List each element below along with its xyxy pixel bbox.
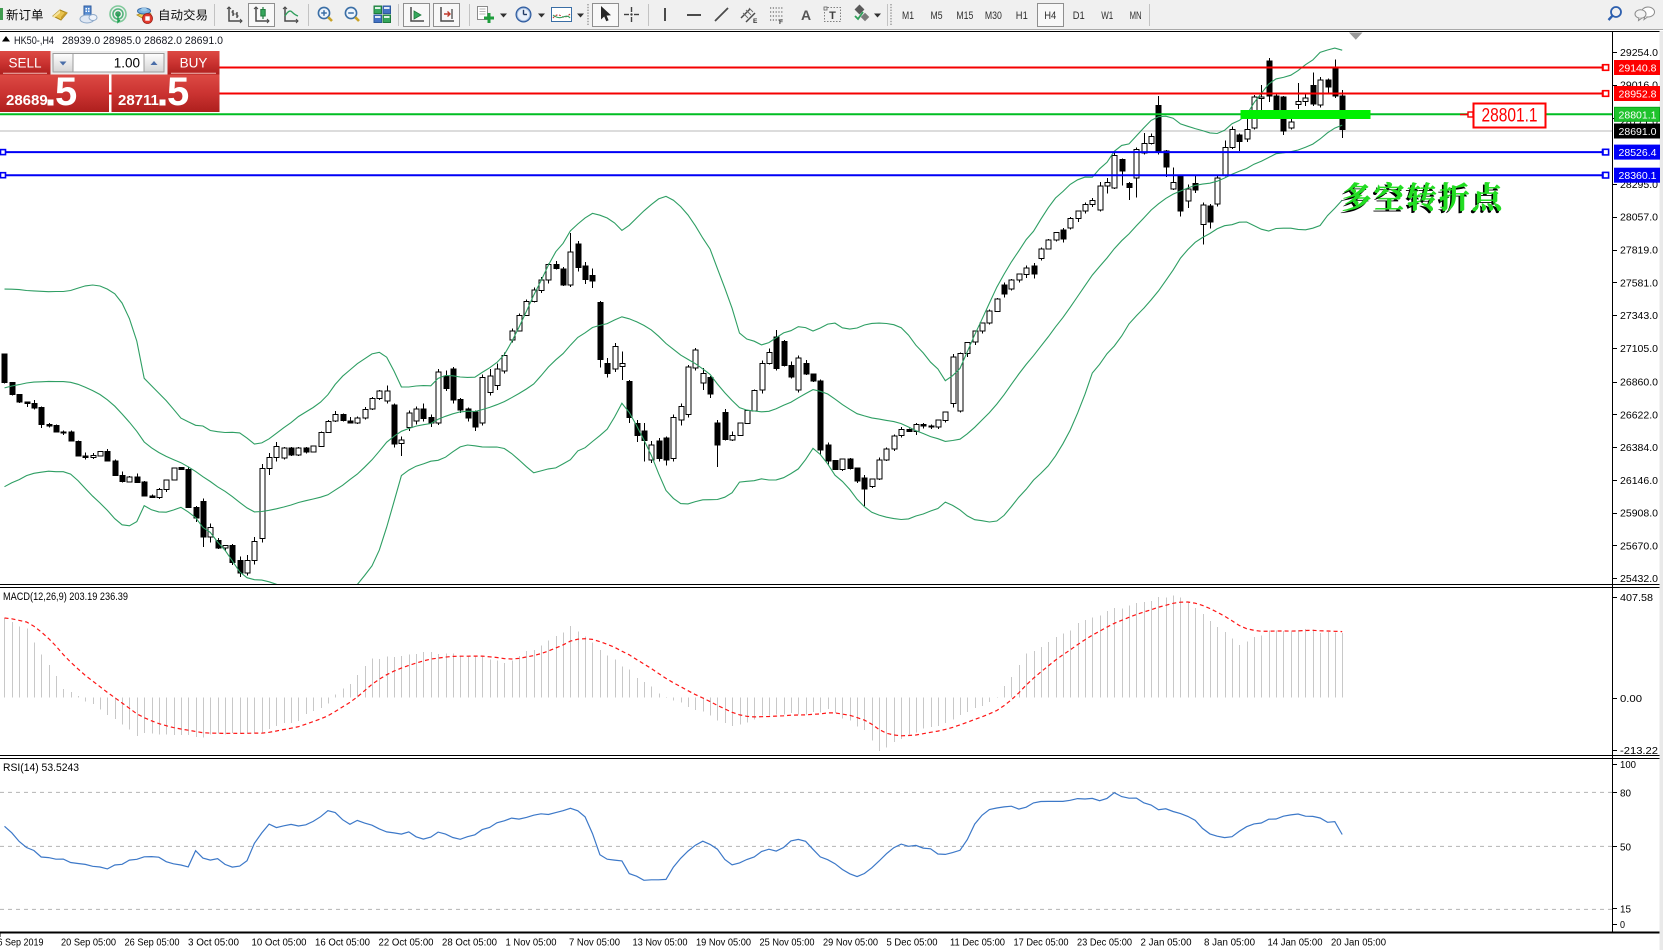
svg-text:27343.0: 27343.0 — [1620, 310, 1658, 322]
svg-text:26384.0: 26384.0 — [1620, 442, 1658, 454]
svg-text:H4: H4 — [1044, 10, 1056, 22]
svg-text:14 Jan 05:00: 14 Jan 05:00 — [1268, 937, 1323, 949]
svg-text:SELL: SELL — [8, 56, 42, 71]
svg-text:17 Dec 05:00: 17 Dec 05:00 — [1014, 937, 1069, 949]
svg-text:22 Oct 05:00: 22 Oct 05:00 — [379, 937, 434, 949]
svg-text:50: 50 — [1620, 841, 1631, 853]
svg-text:28952.8: 28952.8 — [1619, 89, 1657, 101]
svg-text:HK50-,H4: HK50-,H4 — [14, 35, 54, 47]
svg-text:16 Sep 2019: 16 Sep 2019 — [0, 937, 44, 949]
svg-text:25908.0: 25908.0 — [1620, 508, 1658, 520]
svg-text:5: 5 — [167, 70, 189, 114]
svg-text:13 Nov 05:00: 13 Nov 05:00 — [633, 937, 688, 949]
svg-text:20 Sep 05:00: 20 Sep 05:00 — [61, 937, 116, 949]
svg-text:D1: D1 — [1073, 10, 1085, 22]
svg-text:E: E — [753, 18, 758, 25]
svg-text:28360.1: 28360.1 — [1619, 170, 1657, 182]
svg-text:28711: 28711 — [118, 92, 159, 109]
svg-text:M5: M5 — [931, 10, 943, 22]
svg-text:26622.0: 26622.0 — [1620, 409, 1658, 421]
svg-text:25670.0: 25670.0 — [1620, 540, 1658, 552]
svg-text:M1: M1 — [902, 10, 914, 22]
svg-text:BUY: BUY — [180, 56, 208, 71]
svg-text:5: 5 — [55, 70, 77, 114]
svg-text:5 Dec 05:00: 5 Dec 05:00 — [887, 937, 938, 949]
svg-text:8 Jan 05:00: 8 Jan 05:00 — [1204, 937, 1255, 949]
svg-text:25432.0: 25432.0 — [1620, 573, 1658, 585]
svg-text:26860.0: 26860.0 — [1620, 377, 1658, 389]
svg-text:29 Nov 05:00: 29 Nov 05:00 — [823, 937, 878, 949]
svg-text:26146.0: 26146.0 — [1620, 475, 1658, 487]
svg-text:407.58: 407.58 — [1620, 592, 1653, 604]
svg-text:1.00: 1.00 — [114, 56, 140, 71]
svg-text:2 Jan 05:00: 2 Jan 05:00 — [1141, 937, 1192, 949]
svg-text:MN: MN — [1130, 10, 1142, 22]
svg-text:10 Oct 05:00: 10 Oct 05:00 — [252, 937, 307, 949]
svg-text:M30: M30 — [985, 10, 1002, 22]
svg-text:27819.0: 27819.0 — [1620, 245, 1658, 257]
svg-text:T: T — [829, 10, 836, 22]
svg-text:28939.0 28985.0 28682.0 28691.: 28939.0 28985.0 28682.0 28691.0 — [62, 35, 223, 47]
svg-text:26 Sep 05:00: 26 Sep 05:00 — [125, 937, 180, 949]
svg-text:H1: H1 — [1016, 10, 1028, 22]
svg-text:27581.0: 27581.0 — [1620, 277, 1658, 289]
svg-text:19 Nov 05:00: 19 Nov 05:00 — [696, 937, 751, 949]
svg-text:3 Oct 05:00: 3 Oct 05:00 — [188, 937, 239, 949]
svg-text:20 Jan 05:00: 20 Jan 05:00 — [1331, 937, 1386, 949]
svg-text:F: F — [779, 19, 783, 26]
svg-text:11 Dec 05:00: 11 Dec 05:00 — [950, 937, 1005, 949]
svg-text:29140.8: 29140.8 — [1619, 63, 1657, 75]
svg-text:16 Oct 05:00: 16 Oct 05:00 — [315, 937, 370, 949]
svg-text:100: 100 — [1620, 759, 1636, 771]
svg-text:28689: 28689 — [6, 92, 48, 109]
svg-text:0.00: 0.00 — [1620, 693, 1642, 705]
svg-text:1 Nov 05:00: 1 Nov 05:00 — [506, 937, 557, 949]
svg-text:28801.1: 28801.1 — [1619, 109, 1657, 121]
svg-text:28801.1: 28801.1 — [1482, 106, 1538, 127]
svg-text:25 Nov 05:00: 25 Nov 05:00 — [760, 937, 815, 949]
svg-text:29254.0: 29254.0 — [1620, 47, 1658, 59]
svg-text:W1: W1 — [1101, 10, 1113, 22]
svg-text:23 Dec 05:00: 23 Dec 05:00 — [1077, 937, 1132, 949]
svg-text:0: 0 — [1620, 919, 1625, 931]
svg-text:28691.0: 28691.0 — [1619, 126, 1657, 138]
svg-text:28057.0: 28057.0 — [1620, 212, 1658, 224]
svg-text:7 Nov 05:00: 7 Nov 05:00 — [569, 937, 620, 949]
svg-text:RSI(14) 53.5243: RSI(14) 53.5243 — [3, 762, 79, 774]
svg-text:-213.22: -213.22 — [1620, 745, 1658, 757]
svg-text:27105.0: 27105.0 — [1620, 343, 1658, 355]
svg-text:28 Oct 05:00: 28 Oct 05:00 — [442, 937, 497, 949]
svg-text:A: A — [801, 7, 811, 23]
svg-text:28526.4: 28526.4 — [1619, 147, 1657, 159]
svg-text:15: 15 — [1620, 904, 1631, 916]
svg-text:MACD(12,26,9) 203.19 236.39: MACD(12,26,9) 203.19 236.39 — [3, 591, 128, 603]
svg-text:M15: M15 — [956, 10, 973, 22]
svg-text:80: 80 — [1620, 787, 1631, 799]
